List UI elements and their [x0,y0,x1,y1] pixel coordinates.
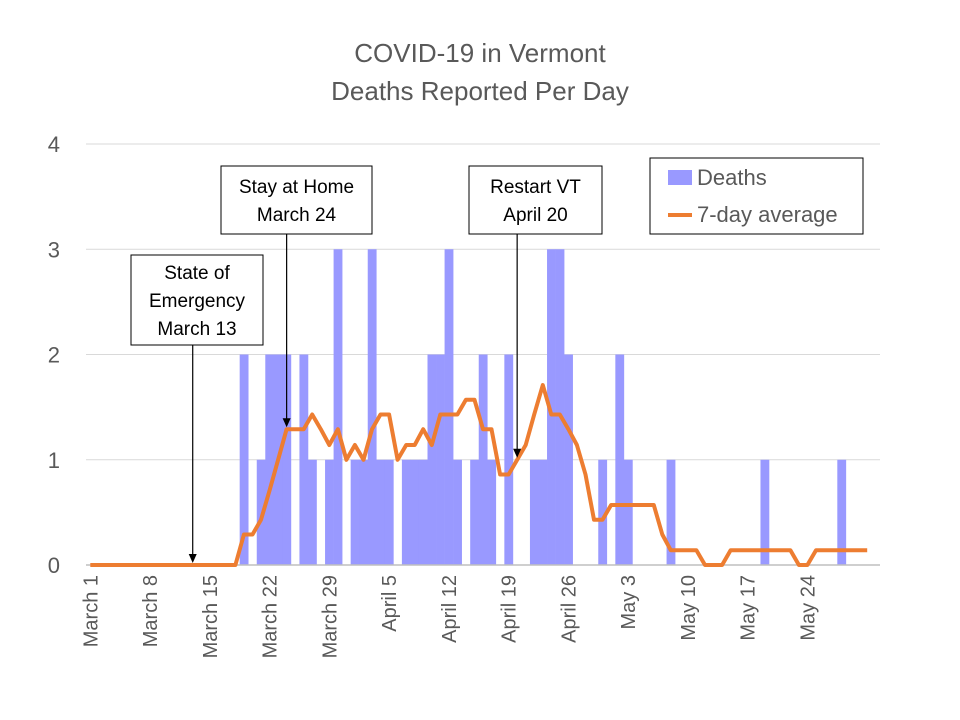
x-tick-label-8: April 26 [558,575,580,643]
bar-day-55 [555,249,565,565]
bar-day-32 [359,459,369,565]
x-tick-label-2: March 15 [200,575,222,658]
bar-day-28 [325,459,334,565]
bar-day-88 [837,459,847,565]
bar-day-33 [367,249,377,565]
x-tick-label-4: March 29 [319,575,341,658]
average-polyline [90,383,868,567]
legend: Deaths 7-day average [649,157,864,235]
annotation-arrowhead-0 [188,554,197,563]
x-tick-label-0: March 1 [80,575,102,647]
bar-day-45 [470,459,480,565]
annotation-box-2 [468,165,603,235]
y-tick-label-3: 3 [48,237,60,262]
annotation-0-line-2: March 13 [157,319,236,340]
x-tick-label-10: May 10 [678,575,700,641]
bar-day-52 [529,459,539,565]
bar-day-31 [350,459,360,565]
bar-day-26 [307,459,317,565]
bar-day-18 [239,354,249,565]
bar-day-21 [265,354,275,565]
y-axis-ticks: 0 1 2 3 4 [48,132,60,578]
annotations: State of Emergency March 13 Stay at Home Mar… [130,165,603,563]
bar-day-34 [376,459,386,565]
chart-title: COVID-19 in Vermont Deaths Reported Per … [0,34,960,110]
bar-day-40 [427,354,437,565]
bar-day-39 [418,459,428,565]
annotation-box-1 [220,165,373,235]
bar-day-29 [333,249,343,565]
annotation-2-line-1: April 20 [503,205,567,226]
bar-day-41 [436,354,445,565]
annotation-1-line-0: Stay at Home [239,177,354,198]
bar-day-46 [478,354,488,565]
x-tick-label-12: May 24 [797,575,819,641]
bar-day-79 [760,459,770,565]
y-tick-label-4: 4 [48,132,60,157]
bar-day-49 [504,354,514,565]
y-tick-label-1: 1 [48,448,60,473]
annotation-arrowhead-2 [513,448,522,458]
bar-day-35 [384,459,394,565]
y-tick-label-2: 2 [48,343,60,368]
chart-title-line-1: COVID-19 in Vermont [354,38,606,68]
annotation-box-0 [130,254,264,346]
bar-day-42 [444,249,454,565]
seven-day-average-line [90,383,868,567]
bar-day-25 [299,354,309,565]
annotation-0-line-0: State of [164,263,230,284]
deaths-bars [239,249,847,565]
bar-day-54 [547,249,556,565]
bar-day-53 [538,459,548,565]
bar-day-37 [401,459,411,565]
x-tick-label-9: May 3 [618,575,640,629]
bar-day-38 [410,459,420,565]
bar-day-47 [487,459,497,565]
annotation-1-line-1: March 24 [257,205,337,226]
chart-title-line-2: Deaths Reported Per Day [331,76,629,106]
x-tick-label-1: March 8 [140,575,162,647]
bar-day-63 [623,459,633,565]
x-axis-ticks: March 1 March 8 March 15 March 22 March 29 Ap… [80,575,819,658]
legend-deaths-swatch [668,170,692,185]
bar-day-60 [598,459,608,565]
legend-deaths-label: Deaths [697,165,767,190]
annotation-2-line-0: Restart VT [490,177,581,198]
x-tick-label-7: April 19 [499,575,521,643]
bar-day-62 [615,354,625,565]
x-tick-label-3: March 22 [260,575,282,658]
bar-day-68 [666,459,676,565]
x-tick-label-11: May 17 [738,575,760,641]
x-tick-label-5: April 5 [379,575,401,632]
bar-day-23 [282,354,292,565]
bar-day-56 [564,354,573,565]
bar-day-43 [453,459,462,565]
annotation-arrowhead-1 [282,418,291,428]
x-tick-label-6: April 12 [439,575,461,643]
annotation-0-line-1: Emergency [149,291,246,312]
legend-average-label: 7-day average [697,202,838,227]
y-tick-label-0: 0 [48,553,60,578]
